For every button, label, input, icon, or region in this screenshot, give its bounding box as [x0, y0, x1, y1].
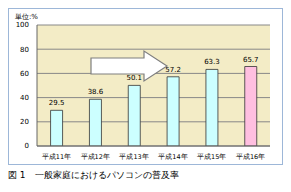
svg-text:平成13年: 平成13年 — [119, 153, 148, 161]
svg-text:20: 20 — [20, 118, 29, 126]
svg-text:平成12年: 平成12年 — [81, 153, 110, 161]
svg-text:平成16年: 平成16年 — [236, 153, 265, 161]
svg-text:0: 0 — [25, 142, 29, 150]
svg-text:平成14年: 平成14年 — [158, 153, 187, 161]
svg-text:100: 100 — [16, 21, 29, 29]
svg-text:63.3: 63.3 — [204, 58, 220, 66]
svg-text:29.5: 29.5 — [49, 99, 65, 107]
html-text:図 1 一般家庭におけるパソコンの普及率: 図 1 一般家庭におけるパソコンの普及率 — [8, 170, 179, 180]
svg-text:40: 40 — [20, 94, 29, 102]
svg-text:80: 80 — [20, 46, 29, 54]
svg-text:60: 60 — [20, 70, 29, 78]
svg-text:65.7: 65.7 — [243, 56, 259, 64]
svg-text:57.2: 57.2 — [165, 66, 181, 74]
svg-text:50.1: 50.1 — [126, 74, 142, 82]
svg-text:38.6: 38.6 — [88, 88, 104, 96]
svg-text:平成11年: 平成11年 — [42, 153, 71, 161]
svg-text:平成15年: 平成15年 — [197, 153, 226, 161]
html-text:単位:%: 単位:% — [15, 13, 38, 21]
